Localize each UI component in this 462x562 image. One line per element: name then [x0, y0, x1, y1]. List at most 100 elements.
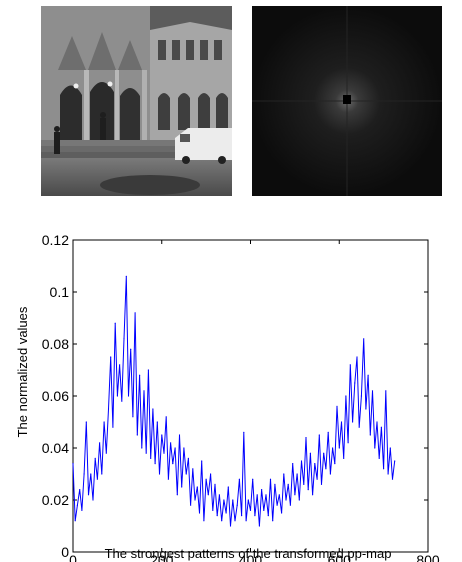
line-chart: 0 200 400 600 800 0 0.02 0.04 0.06 0.08 0.1 0.12 T…	[15, 232, 440, 562]
data-point	[287, 483, 289, 485]
data-point	[172, 463, 174, 465]
data-point	[136, 434, 138, 436]
data-point	[174, 447, 176, 449]
data-point	[294, 494, 296, 496]
y-tick-label: 0.08	[42, 336, 69, 352]
y-axis: 0 0.02 0.04 0.06 0.08 0.1 0.12	[42, 232, 428, 560]
data-point	[198, 512, 201, 514]
data-point	[161, 434, 163, 436]
data-point	[99, 442, 101, 444]
data-point	[150, 457, 152, 459]
data-point	[285, 499, 287, 501]
data-point	[205, 478, 207, 480]
data-point	[380, 426, 382, 428]
data-point	[289, 504, 291, 506]
data-point	[107, 408, 110, 410]
y-tick-label: 0	[61, 544, 69, 560]
data-point	[170, 442, 172, 444]
data-point	[241, 515, 243, 517]
data-point	[187, 457, 189, 459]
data-point	[258, 525, 260, 527]
data-point	[385, 390, 387, 392]
data-point	[252, 478, 254, 480]
data-point	[112, 426, 114, 428]
data-point	[272, 520, 274, 522]
data-point	[345, 395, 347, 397]
data-point	[254, 515, 256, 517]
data-point	[327, 431, 329, 433]
x-tick-label: 0	[69, 552, 77, 562]
data-point	[223, 499, 225, 501]
data-point	[363, 338, 365, 340]
data-point	[134, 312, 136, 314]
data-point	[154, 463, 156, 465]
data-point	[354, 382, 356, 384]
data-point	[79, 489, 81, 491]
data-point	[309, 452, 311, 454]
data-point	[218, 494, 220, 496]
data-point	[121, 400, 123, 402]
data-point	[221, 520, 223, 522]
building-photo	[41, 6, 232, 196]
data-point	[261, 489, 263, 491]
data-point	[114, 322, 116, 324]
data-point	[74, 520, 76, 522]
data-point	[181, 486, 183, 488]
y-tick-label: 0.04	[42, 440, 69, 456]
data-point	[265, 494, 267, 496]
data-point	[201, 460, 203, 462]
data-point	[110, 356, 112, 358]
data-point	[298, 499, 300, 501]
data-point	[227, 486, 229, 488]
data-point	[347, 442, 349, 444]
x-tick-label: 600	[328, 552, 352, 562]
data-point	[152, 408, 154, 410]
data-point	[232, 499, 234, 501]
data-point	[176, 494, 178, 496]
y-axis-label: The normalized values	[15, 306, 30, 437]
data-point	[203, 520, 205, 522]
data-point	[92, 499, 94, 501]
data-point	[212, 509, 214, 511]
data-point	[356, 356, 358, 358]
data-point	[263, 509, 265, 511]
data-point	[334, 463, 336, 465]
data-point	[158, 473, 161, 475]
y-tick-label: 0.12	[42, 232, 69, 248]
data-point	[358, 426, 360, 428]
data-point	[300, 460, 303, 462]
data-point	[127, 395, 130, 397]
data-point	[94, 457, 96, 459]
data-point	[371, 390, 374, 392]
data-point	[312, 494, 314, 496]
data-point	[336, 405, 338, 407]
data-point	[72, 463, 74, 465]
data-point	[316, 478, 318, 480]
data-point	[365, 408, 367, 410]
x-tick-label: 800	[416, 552, 440, 562]
data-point	[207, 494, 209, 496]
data-point	[236, 504, 238, 506]
series-points	[72, 275, 396, 527]
data-point	[210, 473, 212, 475]
x-axis-label: The strongest patterns of the transforme…	[105, 546, 392, 561]
data-point	[130, 348, 132, 350]
data-point	[281, 512, 283, 514]
data-point	[234, 520, 236, 522]
data-point	[314, 463, 316, 465]
data-point	[318, 434, 320, 436]
x-tick-label: 400	[239, 552, 263, 562]
data-point	[352, 421, 354, 423]
x-tick-label: 200	[150, 552, 174, 562]
data-point	[185, 473, 187, 475]
data-point	[81, 509, 83, 511]
data-point	[267, 515, 269, 517]
y-tick-label: 0.02	[42, 492, 69, 508]
data-point	[360, 395, 362, 397]
data-point	[101, 473, 103, 475]
data-point	[394, 460, 396, 462]
data-point	[178, 434, 181, 436]
data-point	[340, 421, 343, 423]
data-point	[378, 457, 380, 459]
data-point	[147, 369, 149, 371]
